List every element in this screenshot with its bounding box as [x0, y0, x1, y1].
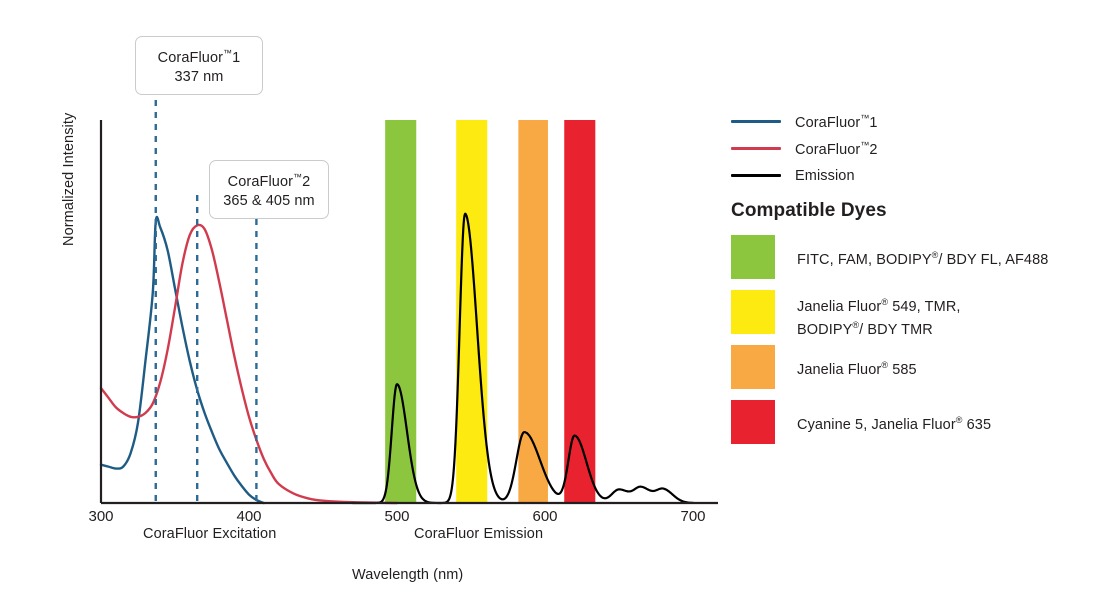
legend-item-label: Emission: [795, 167, 855, 184]
compatible-dyes-title: Compatible Dyes: [731, 200, 887, 221]
x-tick-label: 700: [680, 508, 706, 525]
dye-label: Janelia Fluor® 585: [797, 360, 917, 378]
dye-label: FITC, FAM, BODIPY®/ BDY FL, AF488: [797, 250, 1049, 268]
curve-CoraFluor2: [99, 223, 399, 505]
red-band: [564, 120, 596, 503]
dye-label: Janelia Fluor® 549, TMR, BODIPY®/ BDY TMR: [797, 297, 961, 338]
legend-line-swatch: [731, 174, 781, 177]
dye-list-item: FITC, FAM, BODIPY®/ BDY FL, AF488: [731, 235, 1101, 290]
x-tick-label: 600: [532, 508, 558, 525]
dye-color-swatch: [731, 235, 775, 279]
legend-item-label: CoraFluor™1: [795, 112, 878, 131]
callout-one-value: 337 nm: [174, 68, 224, 85]
x-tick-label: 300: [88, 508, 114, 525]
dye-list-item: Janelia Fluor® 585: [731, 345, 1101, 400]
dye-label: Cyanine 5, Janelia Fluor® 635: [797, 415, 992, 433]
x-axis-sublabel-excitation: CoraFluor Excitation: [143, 526, 277, 542]
dye-color-swatch: [731, 400, 775, 444]
curve-CoraFluor1: [99, 215, 265, 505]
dye-list-item: Janelia Fluor® 549, TMR, BODIPY®/ BDY TMR: [731, 290, 1101, 345]
orange-band: [518, 120, 548, 503]
compatible-dyes-list: FITC, FAM, BODIPY®/ BDY FL, AF488 Janelia…: [731, 235, 1101, 455]
callout-two-title: CoraFluor™2: [227, 172, 311, 190]
x-tick-label: 500: [384, 508, 410, 525]
x-tick-label: 400: [236, 508, 262, 525]
callout-two-value: 365 & 405 nm: [223, 192, 315, 209]
legend-line-swatch: [731, 120, 781, 123]
legend-item: CoraFluor™1: [731, 108, 1091, 135]
y-axis-title: Normalized Intensity: [61, 112, 77, 246]
series-legend: CoraFluor™1 CoraFluor™2 Emission: [731, 108, 1091, 189]
callout-one-title: CoraFluor™1: [157, 48, 241, 66]
legend-line-swatch: [731, 147, 781, 150]
curve-Emission: [351, 212, 695, 505]
yellow-band: [456, 120, 488, 503]
legend-item: Emission: [731, 162, 1091, 189]
callout-corafluor1: CoraFluor™1 337 nm: [135, 36, 263, 95]
dye-color-swatch: [731, 290, 775, 334]
x-axis-title: Wavelength (nm): [352, 567, 464, 583]
dye-color-swatch: [731, 345, 775, 389]
legend-item: CoraFluor™2: [731, 135, 1091, 162]
x-axis-sublabel-emission: CoraFluor Emission: [414, 526, 544, 542]
callout-corafluor2: CoraFluor™2 365 & 405 nm: [209, 160, 329, 219]
dye-list-item: Cyanine 5, Janelia Fluor® 635: [731, 400, 1101, 455]
legend-item-label: CoraFluor™2: [795, 139, 878, 158]
